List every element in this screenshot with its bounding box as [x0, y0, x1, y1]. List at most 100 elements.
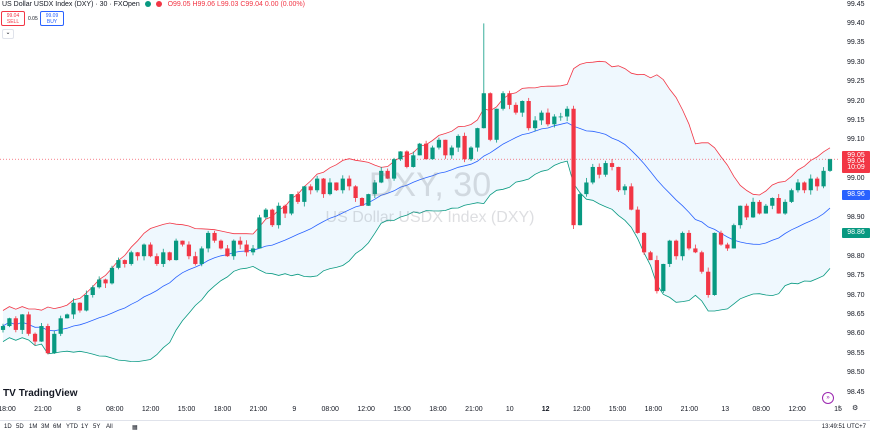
candle-body: [359, 198, 365, 206]
candle-body: [718, 232, 724, 245]
candle-body: [45, 326, 50, 354]
candle-body: [404, 151, 409, 167]
range-button-1d[interactable]: 1D: [4, 424, 12, 430]
candle-body: [545, 112, 551, 125]
range-button-6m[interactable]: 6M: [53, 424, 62, 430]
candle-body: [282, 205, 288, 214]
candle-body: [783, 201, 788, 214]
range-button-ytd[interactable]: YTD: [66, 424, 78, 430]
candle-body: [802, 182, 807, 191]
candle-body: [481, 93, 486, 129]
time-tick-label: 08:00: [752, 406, 770, 413]
bollinger-basis-line: [2, 122, 831, 332]
range-button-1m[interactable]: 1M: [29, 424, 38, 430]
range-button-5y[interactable]: 5Y: [93, 424, 101, 430]
chevron-down-icon[interactable]: ⌄: [2, 29, 14, 39]
time-tick-label: 18:00: [0, 406, 16, 413]
candle-body: [449, 147, 454, 156]
candle-body: [456, 135, 461, 148]
candle-body: [199, 248, 204, 264]
time-tick-label: 15:00: [608, 406, 627, 413]
price-badge: 98.96: [842, 189, 870, 200]
time-tick-label: 15:00: [177, 406, 196, 413]
time-tick-label: 15: [834, 406, 842, 413]
candle-body: [507, 93, 512, 105]
calendar-icon[interactable]: ▦: [132, 425, 138, 431]
candle-body: [0, 326, 6, 330]
price-tick-label: 99.25: [847, 78, 865, 86]
tradingview-logo-text: TradingView: [18, 388, 78, 399]
price-tick-label: 99.40: [847, 19, 865, 27]
buy-button[interactable]: 99.09 BUY: [40, 11, 64, 26]
candle-body: [558, 116, 563, 118]
time-tick-label: 18:00: [213, 406, 232, 413]
candle-body: [58, 318, 63, 334]
range-button-5d[interactable]: 5D: [16, 424, 24, 430]
candle-body: [250, 248, 256, 253]
time-tick-label: 21:00: [34, 406, 52, 413]
candle-body: [90, 287, 95, 295]
candle-body: [712, 232, 717, 295]
tradingview-logo: TV TradingView: [3, 388, 78, 399]
price-axis[interactable]: 99.45 99.40 99.35 99.30 99.25 99.20 99.15 99.10…: [838, 0, 870, 400]
goto-realtime-icon[interactable]: »: [822, 392, 834, 404]
time-tick-label: 12: [541, 406, 550, 413]
candle-body: [302, 186, 307, 202]
price-tick-label: 99.45: [847, 0, 865, 8]
clock[interactable]: 13:49:51 UTC+7: [821, 424, 866, 430]
scroll-arrow-icon[interactable]: ⁝: [838, 405, 841, 412]
candle-body: [32, 333, 38, 342]
candle-body: [315, 178, 320, 191]
price-tick-label: 98.65: [847, 310, 865, 318]
candle-body: [808, 178, 813, 191]
price-badge: 10:09: [842, 162, 870, 173]
candle-body: [462, 135, 467, 160]
candle-body: [391, 159, 397, 179]
candle-body: [468, 147, 474, 160]
range-button-all[interactable]: All: [106, 424, 113, 430]
candle-body: [180, 240, 185, 245]
range-button-1y[interactable]: 1Y: [81, 424, 89, 430]
time-tick-label: 21:00: [680, 406, 699, 413]
time-tick-label: 12:00: [788, 406, 806, 413]
candle-body: [327, 182, 333, 195]
candle-body: [321, 178, 326, 195]
candle-body: [475, 128, 480, 148]
candle-body: [116, 260, 121, 268]
price-tick-label: 98.60: [847, 330, 865, 338]
candle-body: [590, 166, 595, 183]
candle-body: [366, 194, 371, 206]
candle-body: [532, 120, 538, 129]
candle-body: [770, 198, 775, 206]
bollinger-band-fill: [3, 61, 830, 362]
range-button-3m[interactable]: 3M: [41, 424, 50, 430]
symbol-legend: US Dollar USDX Index (DXY) · 30 · FXOpen…: [2, 1, 305, 8]
time-tick-label: 21:00: [249, 406, 268, 413]
candle-body: [411, 155, 416, 167]
candle-body: [398, 151, 403, 160]
symbol-title[interactable]: US Dollar USDX Index (DXY) · 30 · FXOpen: [2, 1, 140, 8]
price-chart[interactable]: [0, 0, 838, 400]
candle-body: [539, 112, 544, 121]
time-axis[interactable]: 18:00 21:00 8 08:00 12:00 15:00 18:00 21:00 9 08:…: [0, 400, 842, 420]
candle-body: [680, 232, 685, 257]
sell-price: 99.04: [6, 13, 20, 19]
candle-body: [379, 170, 384, 183]
candle-body: [77, 302, 83, 311]
candle-body: [276, 205, 281, 226]
candle-body: [129, 252, 134, 264]
price-tick-label: 98.75: [847, 272, 865, 280]
candle-body: [654, 260, 660, 292]
candle-body: [13, 318, 18, 330]
time-tick-label: 08:00: [321, 406, 339, 413]
candle-body: [821, 170, 826, 187]
sell-button[interactable]: 99.04 SELL: [1, 11, 25, 26]
chart-area[interactable]: [0, 0, 838, 400]
time-tick-label: 21:00: [465, 406, 483, 413]
buy-label: BUY: [46, 19, 58, 25]
price-tick-label: 99.15: [847, 116, 865, 124]
settings-icon[interactable]: ⚙: [852, 405, 859, 412]
candle-body: [26, 314, 31, 334]
candle-body: [186, 244, 192, 257]
time-tick-label: 9: [292, 406, 297, 413]
